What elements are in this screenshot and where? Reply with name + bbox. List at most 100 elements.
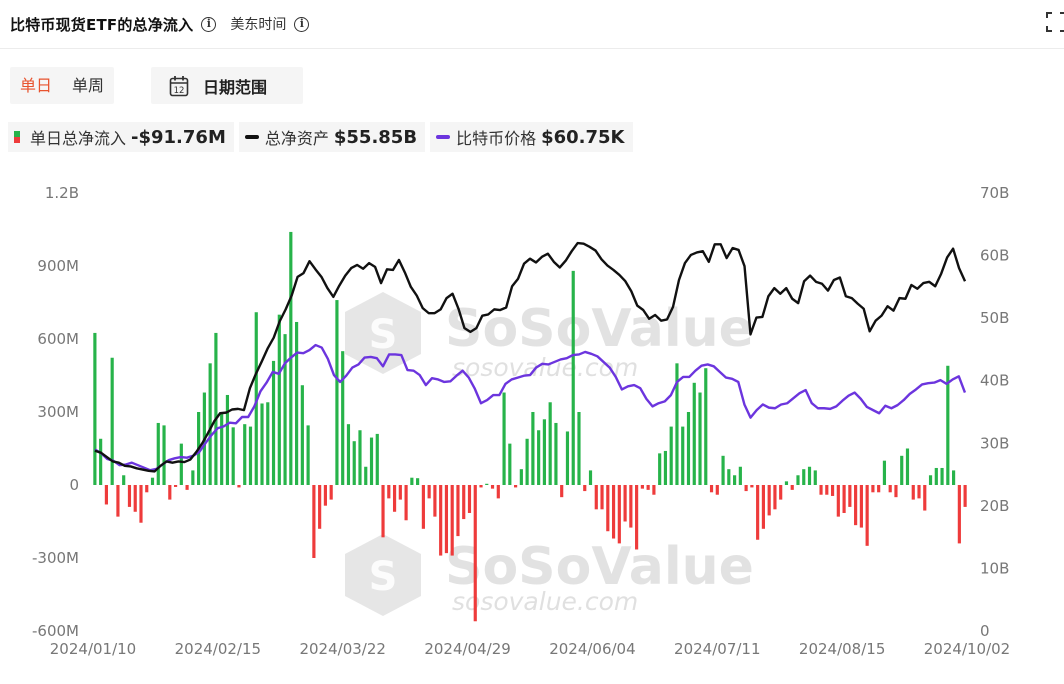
flow-bar[interactable] [318, 485, 322, 529]
legend-item-net-inflow[interactable]: 单日总净流入 -$91.76M [8, 122, 234, 152]
flow-bar[interactable] [623, 485, 627, 522]
flow-bar[interactable] [744, 485, 748, 492]
flow-bar[interactable] [583, 485, 587, 492]
flow-bar[interactable] [156, 422, 160, 485]
flow-bar[interactable] [802, 469, 806, 485]
flow-bar[interactable] [225, 394, 230, 485]
flow-bar[interactable] [537, 430, 541, 485]
flow-bar[interactable] [462, 485, 466, 520]
flow-bar[interactable] [398, 485, 402, 500]
flow-bar[interactable] [859, 485, 863, 528]
flow-bar[interactable] [646, 485, 650, 490]
flow-bar[interactable] [761, 485, 765, 529]
flow-bar[interactable] [750, 485, 754, 488]
flow-bar[interactable] [877, 485, 881, 493]
flow-bar[interactable] [617, 485, 621, 544]
flow-bar[interactable] [571, 270, 575, 485]
flow-bar[interactable] [295, 321, 299, 485]
flow-bar[interactable] [790, 485, 794, 490]
flow-bar[interactable] [871, 485, 875, 493]
flow-bar[interactable] [191, 470, 195, 485]
flow-bar[interactable] [335, 300, 339, 485]
period-daily-button[interactable]: 单日 [20, 76, 53, 95]
flow-bar[interactable] [248, 426, 253, 485]
legend-item-net-assets[interactable]: 总净资产 $55.85B [238, 122, 426, 152]
flow-bar[interactable] [381, 485, 385, 538]
flow-bar[interactable] [784, 481, 789, 485]
flow-bar[interactable] [594, 485, 598, 510]
flow-bar[interactable] [928, 475, 933, 485]
flow-bar[interactable] [173, 485, 178, 487]
flow-bar[interactable] [93, 332, 97, 485]
flow-bar[interactable] [260, 403, 264, 485]
flow-bar[interactable] [825, 485, 829, 495]
fullscreen-icon[interactable] [1046, 12, 1064, 32]
flow-bar[interactable] [220, 412, 224, 485]
flow-bar[interactable] [715, 485, 719, 495]
flow-bar[interactable] [485, 483, 489, 485]
flow-bar[interactable] [306, 425, 310, 485]
flow-bar[interactable] [444, 485, 449, 554]
flow-bar[interactable] [208, 363, 212, 485]
btc-price-line[interactable] [94, 343, 967, 472]
flow-bar[interactable] [364, 466, 368, 485]
flow-bar[interactable] [813, 470, 817, 485]
flow-bar[interactable] [502, 392, 506, 485]
flow-bar[interactable] [709, 485, 714, 493]
flow-bar[interactable] [375, 433, 379, 485]
flow-bar[interactable] [796, 475, 800, 485]
flow-bar[interactable] [934, 467, 938, 485]
flow-bar[interactable] [842, 485, 846, 513]
flow-bar[interactable] [663, 450, 668, 485]
flow-bar[interactable] [531, 412, 535, 485]
flow-bar[interactable] [588, 470, 593, 485]
flow-bar[interactable] [145, 485, 149, 493]
flow-bar[interactable] [231, 427, 235, 485]
flow-bar[interactable] [669, 426, 673, 485]
flow-bar[interactable] [358, 430, 362, 485]
flow-bar[interactable] [807, 466, 812, 485]
flow-bar[interactable] [312, 485, 316, 558]
flow-bar[interactable] [635, 485, 639, 550]
flow-bar[interactable] [104, 485, 108, 505]
flow-bar[interactable] [629, 485, 633, 528]
flow-bar[interactable] [421, 485, 425, 529]
flow-bar[interactable] [450, 485, 454, 556]
flow-bar[interactable] [439, 485, 443, 556]
flow-bar[interactable] [923, 485, 927, 511]
period-weekly-button[interactable]: 单周 [72, 76, 105, 95]
flow-bar[interactable] [323, 485, 327, 506]
flow-bar[interactable] [352, 441, 356, 485]
flow-bar[interactable] [963, 485, 967, 507]
flow-bar[interactable] [525, 438, 529, 485]
flow-bar[interactable] [168, 485, 172, 500]
flow-bar[interactable] [756, 485, 760, 540]
flow-bar[interactable] [122, 475, 126, 485]
flow-bar[interactable] [346, 424, 351, 485]
flow-bar[interactable] [854, 485, 858, 526]
flow-bar[interactable] [456, 485, 460, 537]
flow-bar[interactable] [917, 485, 921, 499]
flow-bar[interactable] [940, 467, 944, 485]
flow-bar[interactable] [99, 438, 103, 485]
flow-bar[interactable] [243, 424, 247, 485]
flow-bar[interactable] [957, 485, 961, 544]
flow-bar[interactable] [698, 392, 702, 485]
flow-bar[interactable] [721, 455, 725, 485]
flow-bar[interactable] [640, 485, 644, 489]
flow-bar[interactable] [727, 469, 731, 485]
flow-bar[interactable] [214, 332, 218, 485]
flow-bar[interactable] [836, 485, 840, 517]
flow-bar[interactable] [404, 485, 408, 521]
flow-bar[interactable] [467, 485, 472, 513]
flow-bar[interactable] [848, 485, 852, 507]
flow-bar[interactable] [606, 485, 610, 532]
flow-bar[interactable] [865, 485, 869, 546]
flow-bar[interactable] [542, 419, 546, 485]
flow-bar[interactable] [496, 485, 500, 499]
flow-bar[interactable] [266, 402, 270, 485]
flow-bar[interactable] [894, 485, 898, 498]
flow-bar[interactable] [611, 485, 616, 539]
legend-item-btc-price[interactable]: 比特币价格 $60.75K [430, 122, 633, 152]
